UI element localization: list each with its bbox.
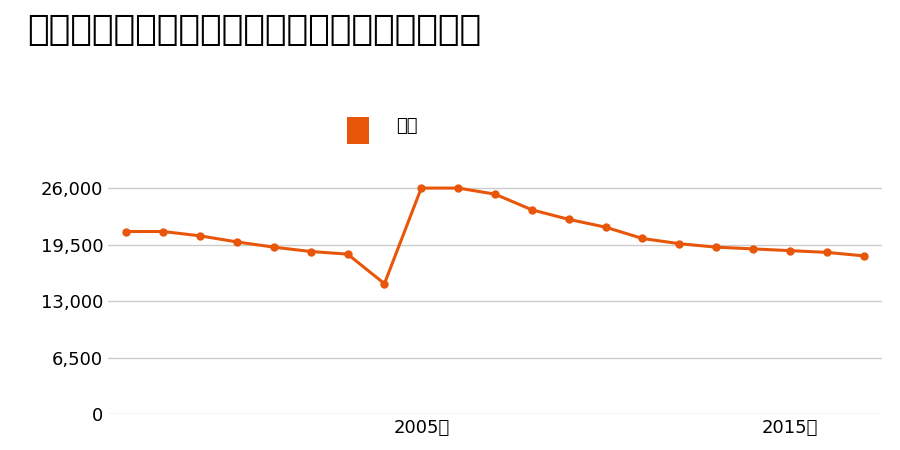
Text: 秋田県能代市落合字下谷地１１番３の地価推移: 秋田県能代市落合字下谷地１１番３の地価推移 [27,14,482,48]
Text: 価格: 価格 [396,117,418,135]
